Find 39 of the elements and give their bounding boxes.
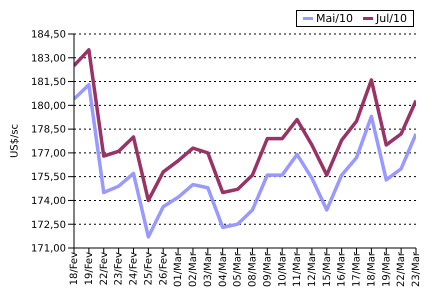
x-tick-label: 05/Mar [232,251,244,287]
x-tick-label: 23/Fev [114,252,125,286]
y-tick-label: 180,00 [31,100,66,112]
x-tick-label: 15/Mar [322,251,333,287]
x-tick-label: 26/Fev [158,252,170,286]
y-tick-label: 178,50 [31,124,66,136]
x-tick-label: 09/Mar [262,251,274,287]
y-tick-label: 175,50 [31,172,66,184]
x-tick-label: 10/Mar [277,251,288,287]
line-series [74,48,416,202]
legend-label: Mai/10 [315,12,354,25]
y-tick-label: 172,50 [31,220,66,231]
x-tick-label: 04/Mar [218,251,229,287]
x-tick-label: 24/Fev [128,252,140,286]
x-tick-label: 22/Fev [98,252,110,286]
x-tick-label: 16/Mar [336,251,348,287]
x-tick-label: 25/Fev [143,252,154,286]
legend-label: Jul/10 [374,12,407,25]
x-tick-label: 18/Mar [366,251,378,287]
x-tick-label: 18/Fev [69,252,80,286]
x-tick-label: 11/Mar [292,251,304,287]
x-tick-label: 08/Mar [248,251,259,287]
y-tick-label: 184,50 [31,30,66,41]
x-tick-label: 19/Fev [84,252,95,286]
x-tick-label: 23/Mar [411,251,422,287]
y-tick-label: 177,00 [31,148,66,160]
y-tick-label: 181,50 [31,77,66,88]
x-tick-label: 02/Mar [188,251,200,287]
x-tick-label: 12/Mar [307,251,318,287]
x-tick-label: 01/Mar [173,251,184,287]
line-series [74,82,416,239]
y-axis-title: US$/sc [10,124,21,158]
x-tick-label: 19/Mar [381,251,392,287]
y-tick-label: 183,00 [31,53,66,64]
x-tick-label: 03/Mar [202,251,214,287]
x-tick-label: 17/Mar [352,251,363,287]
y-tick-label: 174,00 [31,196,66,207]
x-tick-label: 22/Mar [396,251,408,287]
y-tick-label: 171,00 [31,244,66,255]
